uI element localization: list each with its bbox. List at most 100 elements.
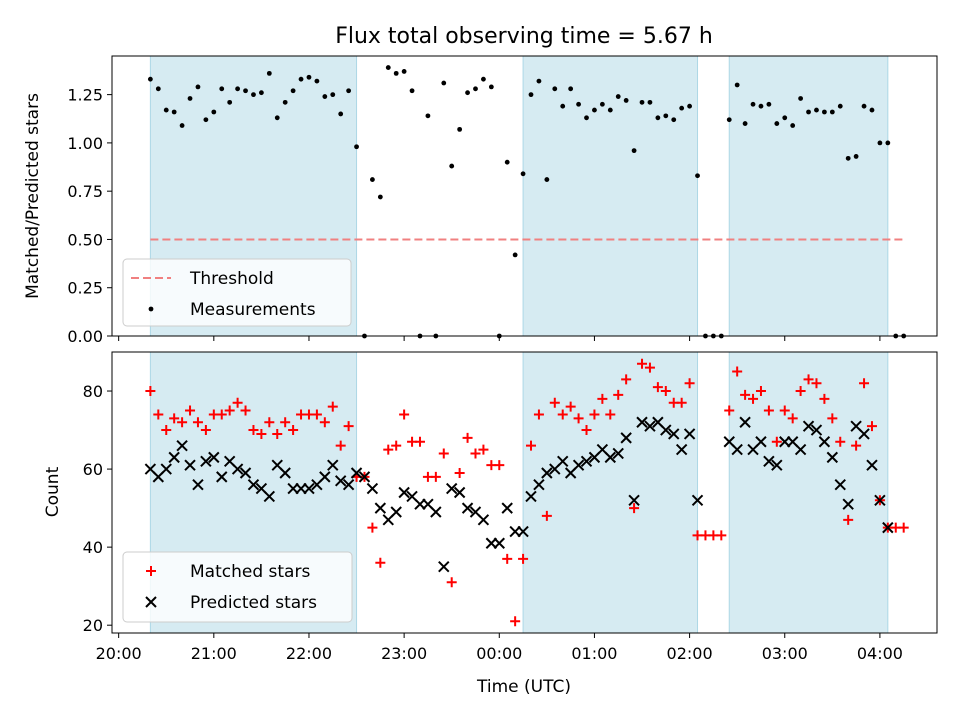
plot-frame — [111, 55, 938, 337]
measurement-point — [639, 99, 645, 105]
matched-star-point — [787, 413, 798, 424]
matched-star-point — [192, 417, 203, 428]
predicted-star-point — [216, 471, 228, 483]
matched-star-point — [835, 436, 846, 447]
measurement-point — [290, 88, 296, 94]
matched-star-point — [383, 444, 394, 455]
measurement-point — [449, 163, 455, 169]
measurement-point — [219, 86, 225, 92]
matched-star-point — [652, 382, 663, 393]
matched-star-point — [795, 386, 806, 397]
x-tick-label: 23:00 — [381, 644, 427, 663]
predicted-star-point — [660, 424, 672, 436]
measurement-point — [877, 140, 883, 146]
measurement-point — [393, 70, 399, 76]
matched-star-point — [232, 397, 243, 408]
predicted-star-point — [604, 451, 617, 464]
measurement-point — [853, 154, 859, 159]
measurement-point — [607, 107, 613, 113]
measurement-point — [615, 94, 621, 99]
matched-star-point — [605, 409, 616, 420]
x-tick-label: 01:00 — [571, 644, 617, 663]
matched-star-point — [319, 417, 330, 428]
measurement-point — [782, 115, 788, 121]
measurement-point — [314, 78, 320, 84]
predicted-star-point — [342, 478, 355, 491]
measurement-point — [473, 86, 478, 92]
matched-star-point — [177, 417, 188, 428]
matched-star-point — [684, 378, 695, 389]
measurement-point — [179, 123, 185, 128]
matched-star-point — [803, 374, 814, 385]
predicted-star-point — [683, 428, 696, 440]
predicted-star-point — [668, 428, 680, 440]
matched-star-point — [375, 557, 386, 568]
observing-span — [728, 55, 889, 337]
series-predicted-stars — [144, 416, 894, 573]
legend-label: Measurements — [190, 300, 316, 320]
measurement-point — [322, 94, 328, 99]
predicted-star-point — [810, 424, 823, 436]
predicted-star-point — [231, 463, 244, 475]
matched-star-point — [748, 393, 759, 404]
predicted-star-point — [366, 482, 379, 495]
predicted-star-point — [572, 459, 585, 471]
matched-star-point — [454, 467, 465, 478]
matched-star-point — [224, 405, 235, 416]
legend-label: Threshold — [189, 269, 274, 289]
matched-star-point — [280, 417, 291, 428]
matched-star-point — [859, 378, 870, 389]
y-tick-label: 20 — [83, 616, 103, 635]
legend: Matched stars Predicted stars — [122, 551, 353, 623]
predicted-star-point — [541, 467, 553, 479]
x-tick-label: 04:00 — [857, 644, 903, 663]
matched-star-point — [494, 460, 505, 471]
measurement-point — [766, 101, 772, 107]
y-tick-label: 60 — [83, 460, 103, 479]
matched-star-point — [327, 401, 338, 412]
predicted-star-point — [580, 455, 593, 467]
predicted-star-point — [517, 525, 529, 538]
matched-star-point — [613, 389, 624, 400]
matched-star-point — [676, 397, 687, 408]
measurement-point — [163, 107, 169, 113]
observing-span — [522, 55, 699, 337]
matched-star-point — [462, 432, 473, 443]
matched-star-point — [470, 448, 481, 459]
measurement-point — [512, 252, 518, 258]
measurement-point — [195, 84, 201, 90]
measurement-point — [409, 88, 415, 94]
measurement-point — [869, 107, 875, 113]
predicted-star-point — [731, 443, 743, 456]
measurement-point — [171, 109, 177, 115]
measurement-point — [274, 115, 280, 121]
x-tick-label: 03:00 — [762, 644, 808, 663]
measurement-point — [457, 126, 463, 132]
matched-star-point — [391, 440, 402, 451]
measurement-point — [837, 103, 843, 109]
measurement-point — [465, 90, 470, 96]
legend-box — [122, 551, 353, 623]
measurement-point — [235, 86, 241, 92]
predicted-star-point — [398, 486, 410, 499]
measurement-point — [814, 107, 819, 113]
measurement-point — [790, 123, 796, 128]
matched-star-point — [288, 425, 299, 436]
matched-star-point — [430, 471, 441, 482]
matched-star-point — [621, 374, 632, 385]
measurement-point — [845, 155, 851, 161]
matched-star-point — [644, 362, 655, 373]
measurement-point — [568, 86, 574, 92]
predicted-star-point — [390, 506, 402, 518]
predicted-star-point — [628, 494, 640, 507]
measurement-point — [655, 115, 661, 121]
measurement-point — [441, 80, 447, 86]
matched-star-point — [724, 405, 735, 416]
measurement-point — [679, 105, 685, 111]
measurement-point — [599, 101, 605, 107]
predicted-star-point — [493, 537, 505, 549]
measurement-point — [266, 70, 272, 76]
matched-star-point — [779, 405, 790, 416]
matched-star-point — [755, 386, 766, 397]
